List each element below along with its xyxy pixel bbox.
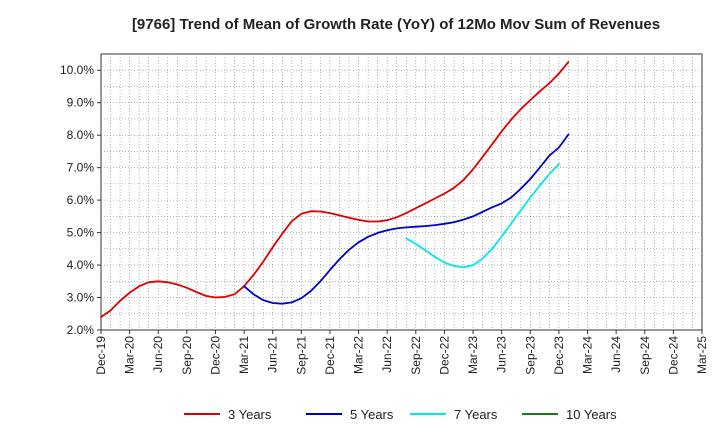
y-tick-label: 9.0% (67, 96, 95, 110)
x-tick-label: Dec-20 (208, 336, 222, 375)
chart-title: [9766] Trend of Mean of Growth Rate (YoY… (132, 16, 660, 33)
y-tick-label: 10.0% (60, 63, 94, 77)
x-tick-label: Dec-19 (94, 336, 108, 375)
x-tick-label: Dec-22 (437, 336, 451, 375)
series-line-5-years (243, 133, 570, 305)
legend-label: 7 Years (454, 407, 498, 422)
x-tick-label: Mar-20 (123, 336, 137, 374)
y-tick-label: 6.0% (67, 193, 95, 207)
x-tick-label: Mar-23 (466, 336, 480, 374)
x-tick-label: Sep-21 (294, 336, 308, 375)
series-line-7-years (405, 162, 560, 269)
x-tick-label: Dec-23 (552, 336, 566, 375)
legend-label: 3 Years (228, 407, 272, 422)
y-tick-label: 2.0% (67, 323, 95, 337)
y-tick-label: 5.0% (67, 226, 95, 240)
x-tick-label: Mar-22 (352, 336, 366, 374)
x-tick-label: Sep-20 (180, 336, 194, 375)
series-line-3-years (100, 61, 570, 318)
y-tick-label: 3.0% (67, 291, 95, 305)
legend: 3 Years 5 Years 7 Years 10 Years (184, 407, 617, 422)
grid-lines (101, 54, 702, 330)
x-tick-label: Jun-22 (380, 336, 394, 373)
y-tick-label: 8.0% (67, 128, 95, 142)
x-tick-label: Jun-21 (266, 336, 280, 373)
x-tick-label: Jun-24 (609, 336, 623, 373)
x-tick-label: Sep-23 (523, 336, 537, 375)
x-tick-label: Jun-20 (151, 336, 165, 373)
legend-label: 10 Years (566, 407, 617, 422)
plot-area (100, 53, 703, 331)
x-tick-label: Mar-24 (581, 336, 595, 374)
x-tick-label: Sep-24 (638, 336, 652, 375)
x-tick-label: Dec-21 (323, 336, 337, 375)
x-tick-label: Jun-23 (495, 336, 509, 373)
x-tick-label: Mar-21 (237, 336, 251, 374)
x-tick-label: Mar-25 (695, 336, 709, 374)
x-tick-label: Dec-24 (666, 336, 680, 375)
legend-label: 5 Years (350, 407, 394, 422)
x-tick-label: Sep-22 (409, 336, 423, 375)
y-tick-label: 7.0% (67, 161, 95, 175)
y-tick-label: 4.0% (67, 258, 95, 272)
